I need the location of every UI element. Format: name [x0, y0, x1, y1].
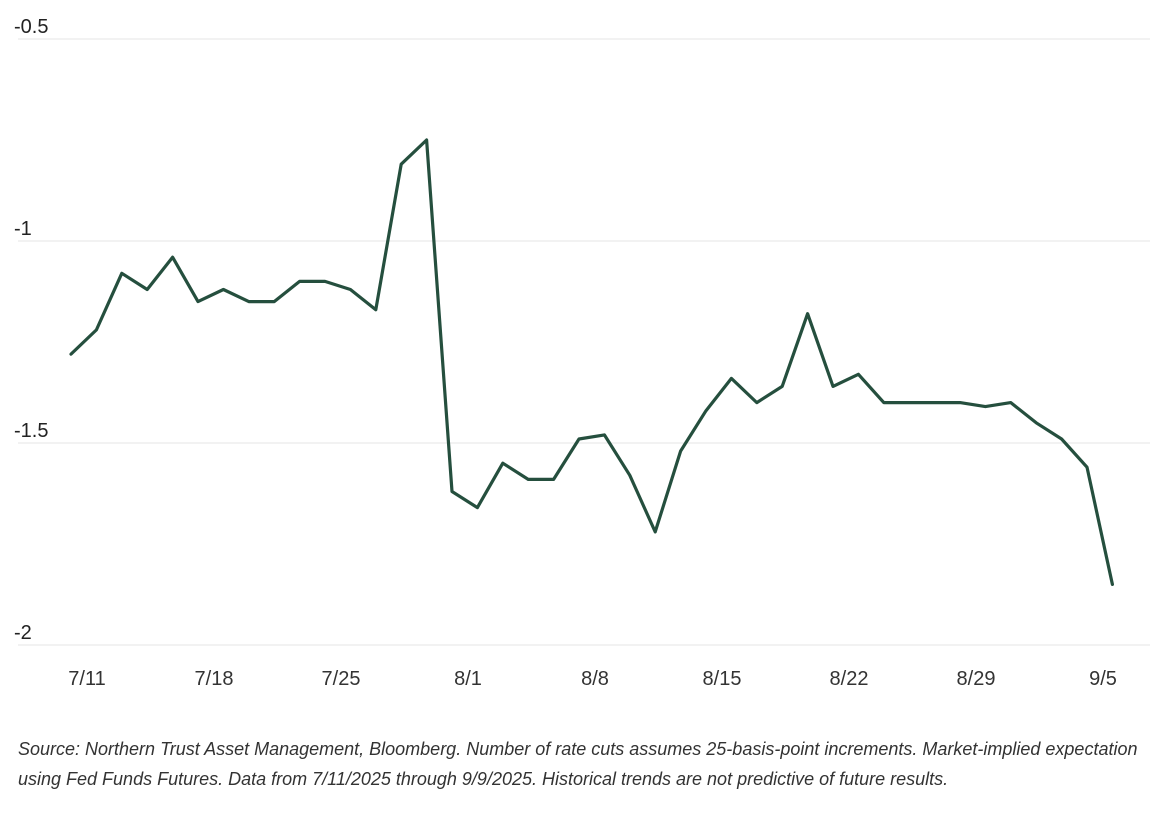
x-tick-label: 8/1	[454, 668, 482, 690]
source-note: Source: Northern Trust Asset Management,…	[18, 739, 1138, 789]
line-chart: -0.5 -1 -1.5 -2 7/11 7/18 7/25 8/1 8/8 8/15 8/22 8…	[14, 16, 1150, 690]
x-tick-label: 8/29	[957, 668, 996, 690]
y-tick-label: -1	[14, 218, 32, 240]
x-tick-label: 7/18	[195, 668, 234, 690]
series-line	[69, 138, 1115, 587]
series-layer	[69, 138, 1115, 587]
y-axis-ticks: -0.5 -1 -1.5 -2	[14, 16, 48, 644]
y-tick-label: -2	[14, 622, 32, 644]
y-tick-label: -1.5	[14, 420, 48, 442]
y-tick-label: -0.5	[14, 16, 48, 38]
x-tick-label: 7/11	[68, 668, 105, 690]
x-tick-label: 9/5	[1089, 668, 1117, 690]
x-tick-label: 8/8	[581, 668, 609, 690]
x-tick-label: 8/15	[703, 668, 742, 690]
x-tick-label: 8/22	[830, 668, 869, 690]
x-axis-ticks: 7/11 7/18 7/25 8/1 8/8 8/15 8/22 8/29 9/5	[68, 668, 1117, 690]
x-tick-label: 7/25	[322, 668, 361, 690]
gridlines	[18, 38, 1150, 646]
